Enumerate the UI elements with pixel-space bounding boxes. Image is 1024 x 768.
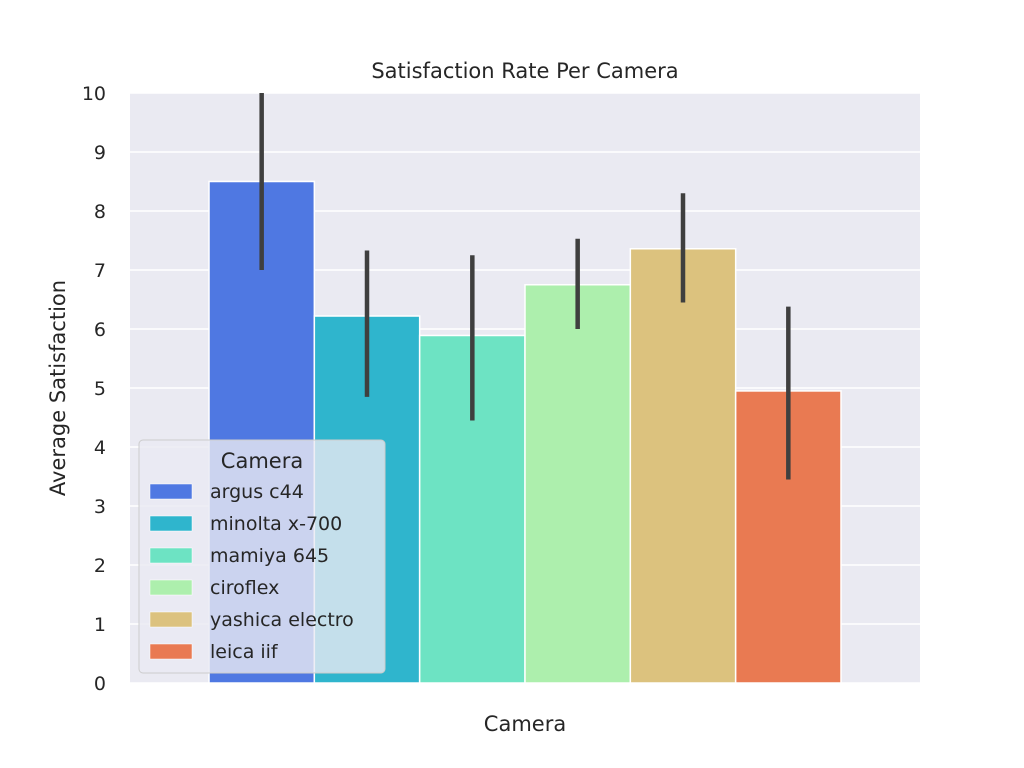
y-tick-label: 10 (82, 83, 106, 105)
legend-title: Camera (221, 449, 303, 473)
legend-items: argus c44 minolta x-700 mamiya 645 ciroflex… (149, 481, 354, 663)
legend-swatch (149, 611, 193, 628)
legend-swatch (149, 643, 193, 660)
chart-title: Satisfaction Rate Per Camera (371, 59, 678, 83)
y-tick-label: 6 (94, 319, 106, 341)
legend-label: argus c44 (210, 481, 304, 503)
y-tick-label: 1 (94, 614, 106, 636)
y-tick-label: 9 (94, 142, 106, 164)
y-tick-label: 8 (94, 201, 106, 223)
legend-swatch (149, 547, 193, 564)
legend-box (138, 439, 386, 674)
legend-label: mamiya 645 (210, 545, 329, 567)
legend-swatch (149, 579, 193, 596)
legend-label: ciroflex (210, 577, 279, 599)
legend-label: leica iif (210, 641, 279, 663)
error-bars (259, 93, 791, 480)
y-tick-label: 7 (94, 260, 106, 282)
legend-label: yashica electro (210, 609, 354, 631)
y-tick-label: 0 (94, 673, 106, 695)
legend-swatch (149, 515, 193, 532)
y-tick-label: 4 (94, 437, 106, 459)
legend: Camera argus c44 minolta x-700 mamiya 645 c… (138, 439, 386, 674)
legend-swatch (149, 483, 193, 500)
y-tick-label: 2 (94, 555, 106, 577)
bar-yashica-electro (629, 248, 737, 684)
bar-ciroflex (524, 284, 632, 684)
y-axis-ticks: 0 1 2 3 4 5 6 7 8 9 10 (82, 83, 106, 695)
y-tick-label: 5 (94, 378, 106, 400)
x-axis-label: Camera (484, 712, 566, 736)
legend-label: minolta x-700 (210, 513, 342, 535)
y-tick-label: 3 (94, 496, 106, 518)
y-axis-label: Average Satisfaction (46, 280, 70, 496)
